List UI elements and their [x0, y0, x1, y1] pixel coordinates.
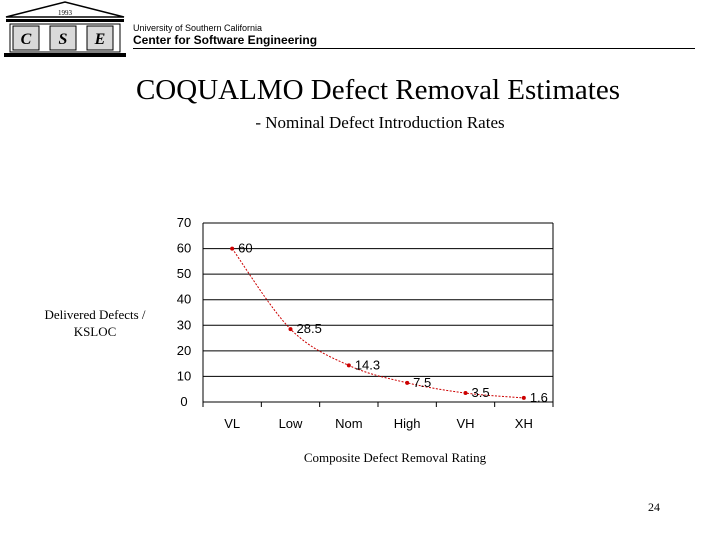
y-tick-label: 70	[177, 215, 191, 230]
x-tick-label: VL	[224, 416, 240, 431]
slide-title: COQUALMO Defect Removal Estimates	[135, 74, 621, 106]
x-tick-label: XH	[515, 416, 533, 431]
y-axis-label-text: Delivered Defects / KSLOC	[44, 307, 146, 339]
data-point	[288, 327, 293, 332]
y-tick-label: 50	[177, 266, 191, 281]
data-label: 7.5	[413, 375, 431, 390]
y-tick-label: 10	[177, 368, 191, 383]
x-tick-label: High	[394, 416, 421, 431]
slide-subtitle: - Nominal Defect Introduction Rates	[255, 113, 505, 132]
data-point	[346, 363, 351, 368]
data-label: 3.5	[472, 385, 490, 400]
header-rule	[133, 48, 695, 49]
data-point	[405, 380, 410, 385]
y-tick-label: 60	[177, 241, 191, 256]
x-tick-label: Nom	[335, 416, 362, 431]
x-tick-label: Low	[279, 416, 303, 431]
data-label: 14.3	[355, 357, 380, 372]
logo-letter-s: S	[59, 31, 68, 48]
x-axis-label: Composite Defect Removal Rating	[303, 450, 487, 465]
y-axis-label: Delivered Defects / KSLOC	[30, 306, 160, 340]
university-name: University of Southern California	[133, 23, 263, 33]
page-number: 24	[648, 500, 660, 514]
center-name: Center for Software Engineering	[133, 33, 318, 47]
logo-letter-e: E	[94, 31, 106, 48]
x-tick-label: VH	[456, 416, 474, 431]
data-point	[521, 395, 526, 400]
logo-year: 1993	[58, 9, 73, 17]
y-tick-label: 0	[180, 394, 187, 409]
y-tick-label: 20	[177, 343, 191, 358]
data-point	[230, 246, 235, 251]
logo-letter-c: C	[21, 31, 32, 48]
data-label: 1.6	[530, 390, 548, 405]
cse-logo: 1993 C S E	[4, 1, 126, 57]
series-line	[231, 248, 524, 399]
data-label: 28.5	[297, 321, 322, 336]
y-tick-label: 30	[177, 317, 191, 332]
y-tick-label: 40	[177, 292, 191, 307]
data-label: 60	[238, 241, 252, 256]
data-point	[463, 391, 468, 396]
